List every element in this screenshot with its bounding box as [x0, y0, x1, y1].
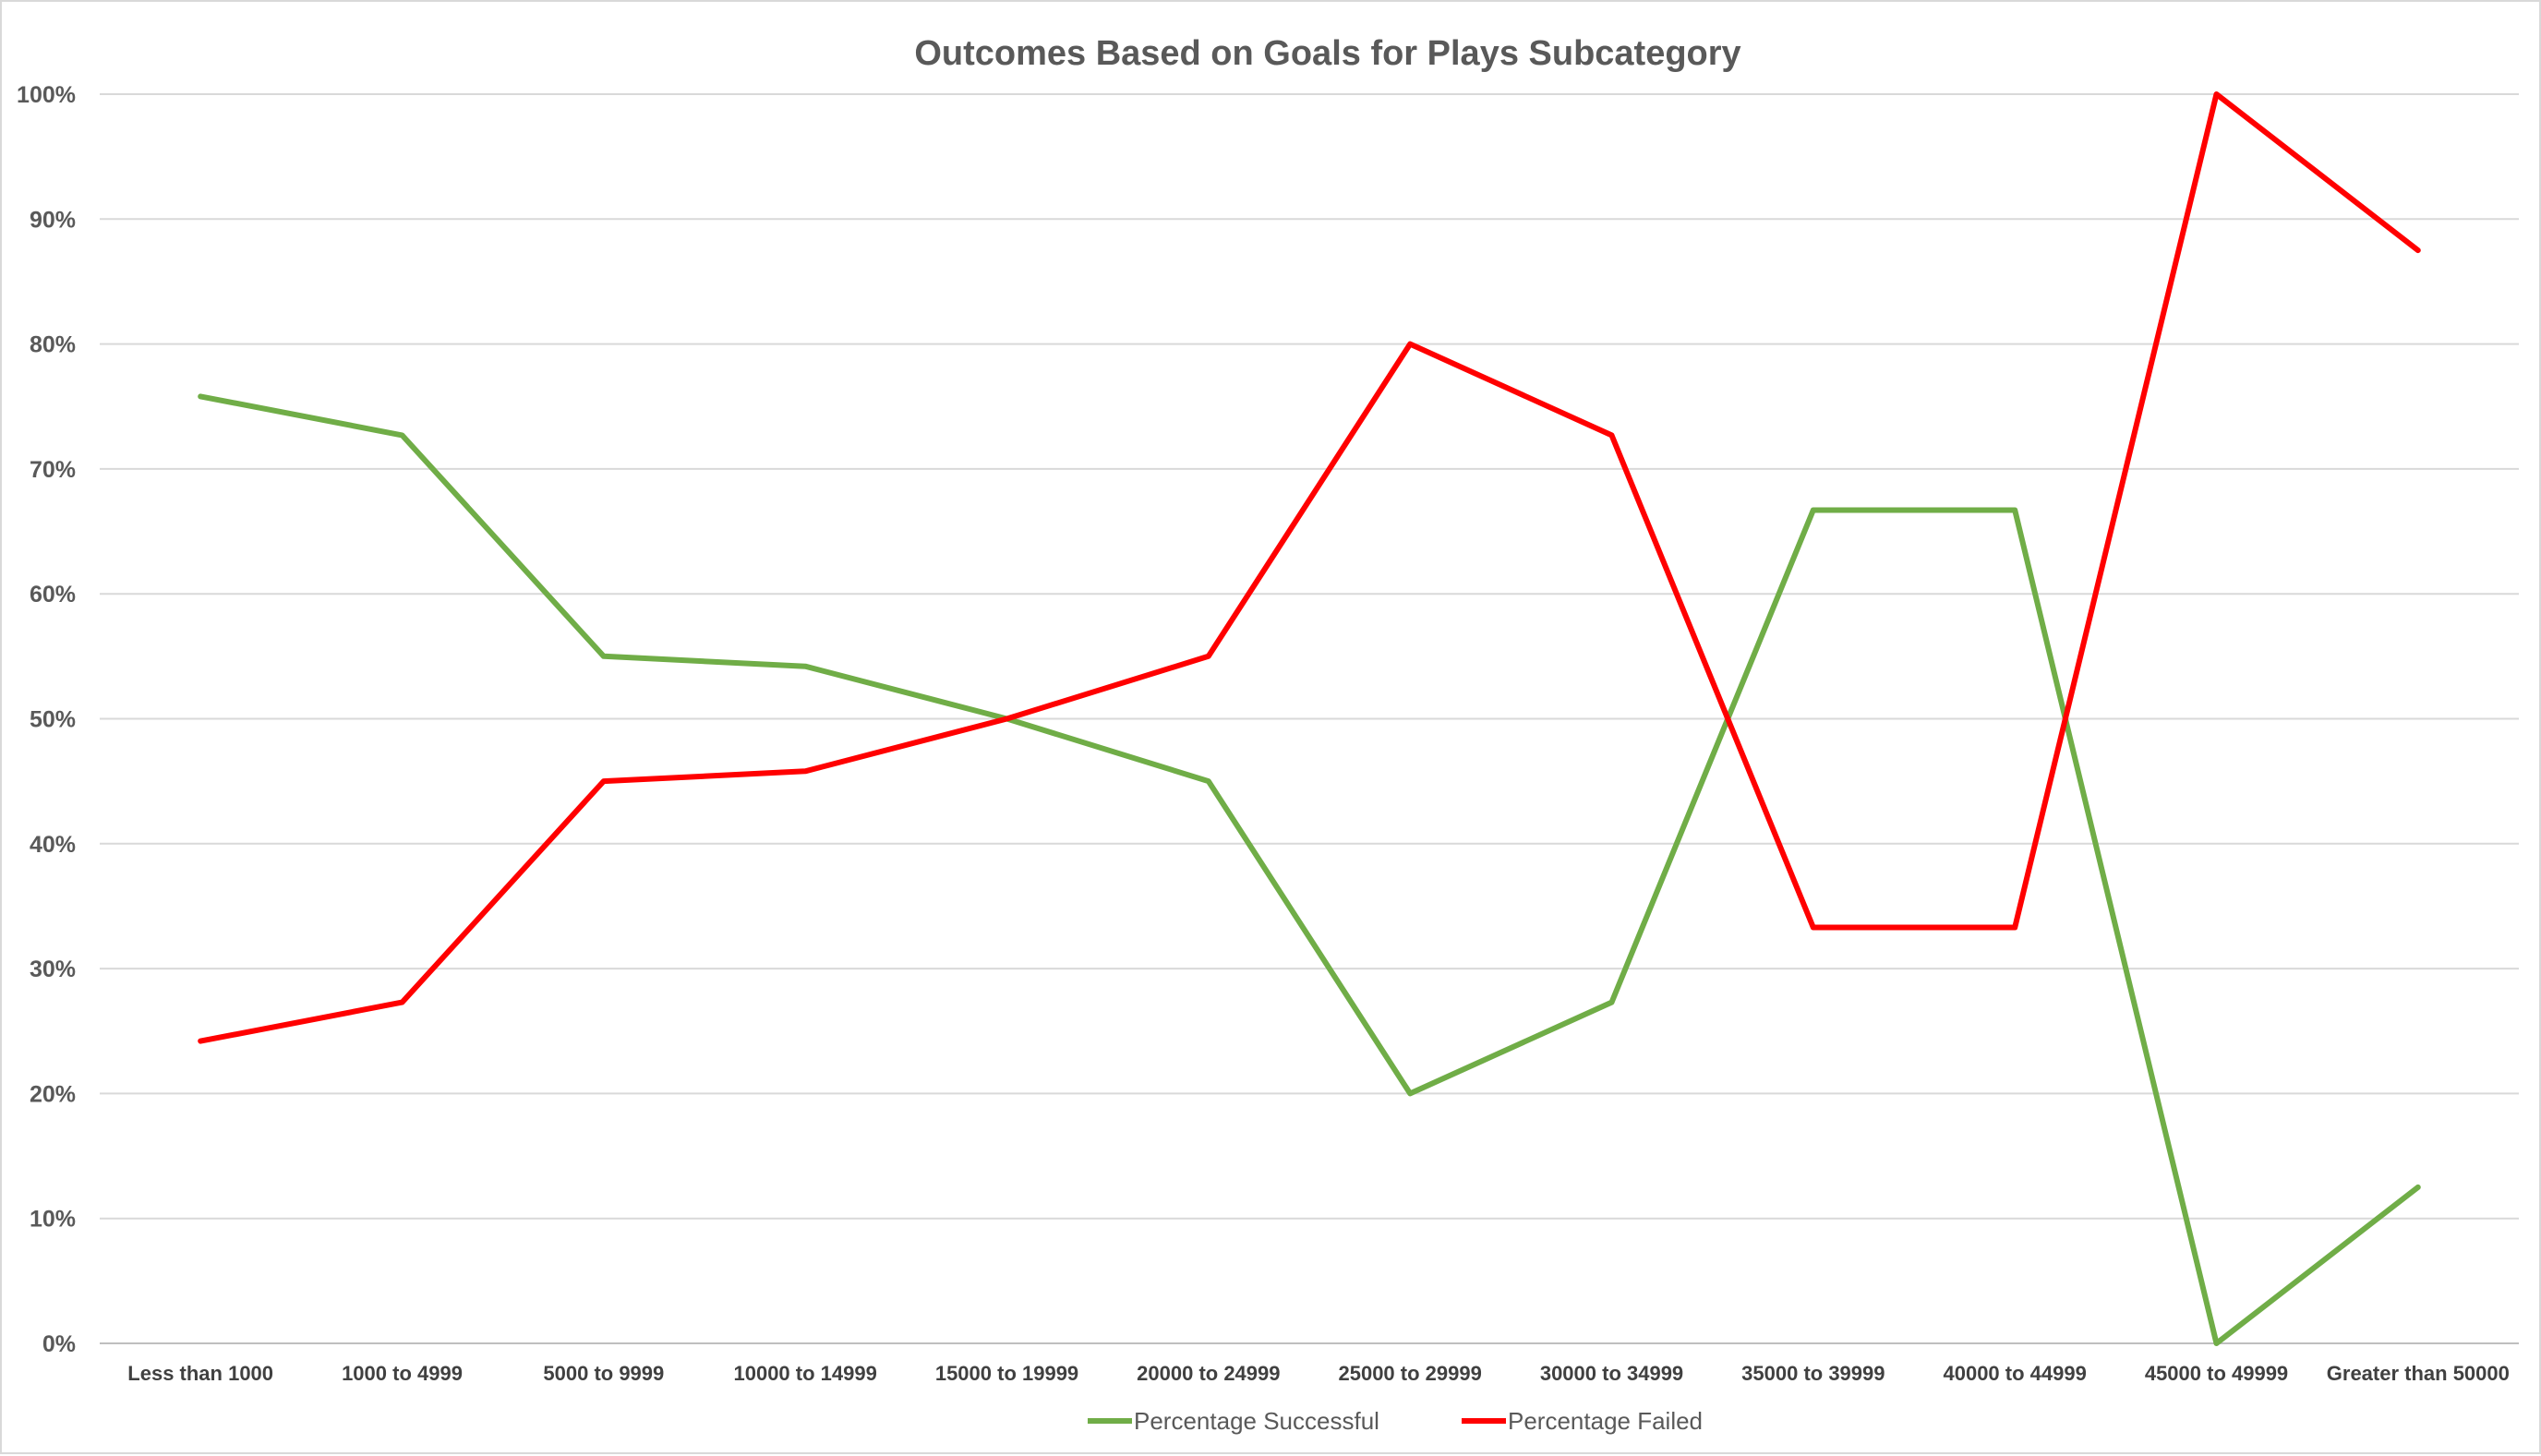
y-tick-label: 10%: [30, 1207, 76, 1233]
legend: Percentage Successful Percentage Failed: [1088, 1407, 1703, 1435]
y-tick-label: 40%: [30, 832, 76, 858]
x-tick-label: 45000 to 49999: [2145, 1362, 2288, 1385]
x-tick-label: 40000 to 44999: [1943, 1362, 2086, 1385]
y-tick-label: 100%: [17, 82, 76, 108]
y-tick-label: 90%: [30, 207, 76, 233]
x-tick-label: 1000 to 4999: [342, 1362, 463, 1385]
x-tick-label: 15000 to 19999: [935, 1362, 1078, 1385]
y-tick-label: 50%: [30, 707, 76, 733]
y-tick-label: 70%: [30, 457, 76, 483]
x-tick-label: 30000 to 34999: [1540, 1362, 1683, 1385]
series-line-0: [198, 393, 2421, 1346]
x-tick-label: 25000 to 29999: [1338, 1362, 1481, 1385]
x-tick-label: 35000 to 39999: [1741, 1362, 1885, 1385]
legend-label: Percentage Failed: [1508, 1407, 1703, 1435]
x-tick-label: 20000 to 24999: [1137, 1362, 1280, 1385]
gridlines: [100, 93, 2519, 1344]
chart-title: Outcomes Based on Goals for Plays Subcat…: [914, 34, 1740, 73]
x-tick-label: 10000 to 14999: [733, 1362, 876, 1385]
y-tick-label: 30%: [30, 957, 76, 982]
series-line-1: [198, 91, 2421, 1044]
y-tick-label: 20%: [30, 1081, 76, 1107]
x-tick-label: Greater than 50000: [2327, 1362, 2510, 1385]
y-tick-label: 60%: [30, 582, 76, 608]
x-tick-label: 5000 to 9999: [543, 1362, 664, 1385]
x-tick-label: Less than 1000: [127, 1362, 273, 1385]
x-axis-ticks: Less than 1000 1000 to 4999 5000 to 9999 10…: [127, 1362, 2510, 1385]
y-tick-label: 0%: [42, 1331, 76, 1357]
series-lines: [198, 91, 2421, 1346]
legend-label: Percentage Successful: [1134, 1407, 1379, 1435]
y-tick-label: 80%: [30, 332, 76, 358]
y-axis-ticks: 0% 10% 20% 30% 40% 50% 60% 70% 80% 90% 100%: [17, 82, 76, 1357]
